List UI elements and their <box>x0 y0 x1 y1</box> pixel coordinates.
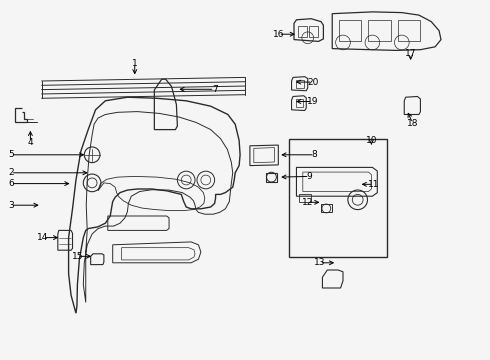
Bar <box>368 20 391 41</box>
Bar <box>296 99 303 107</box>
Text: 3: 3 <box>8 201 14 210</box>
Text: 18: 18 <box>407 119 418 128</box>
Text: 4: 4 <box>27 138 33 147</box>
Text: 10: 10 <box>366 136 377 145</box>
Bar <box>398 20 420 41</box>
Text: 9: 9 <box>307 172 313 181</box>
Text: 5: 5 <box>8 150 14 159</box>
Text: 15: 15 <box>72 252 83 261</box>
Text: 6: 6 <box>8 179 14 188</box>
Bar <box>298 26 307 37</box>
Text: 13: 13 <box>314 258 325 267</box>
Text: 17: 17 <box>405 49 416 58</box>
Text: 7: 7 <box>212 85 218 94</box>
Text: 12: 12 <box>302 198 314 207</box>
Text: 11: 11 <box>368 180 379 189</box>
Bar <box>309 26 318 37</box>
Text: 14: 14 <box>37 233 49 242</box>
Text: 20: 20 <box>307 77 318 86</box>
Bar <box>289 139 387 257</box>
Bar <box>339 20 361 41</box>
Text: 8: 8 <box>312 150 318 159</box>
Bar <box>296 80 304 88</box>
Text: 19: 19 <box>307 97 318 106</box>
Text: 1: 1 <box>132 58 138 68</box>
Text: 2: 2 <box>8 168 14 177</box>
Text: 16: 16 <box>272 30 284 39</box>
